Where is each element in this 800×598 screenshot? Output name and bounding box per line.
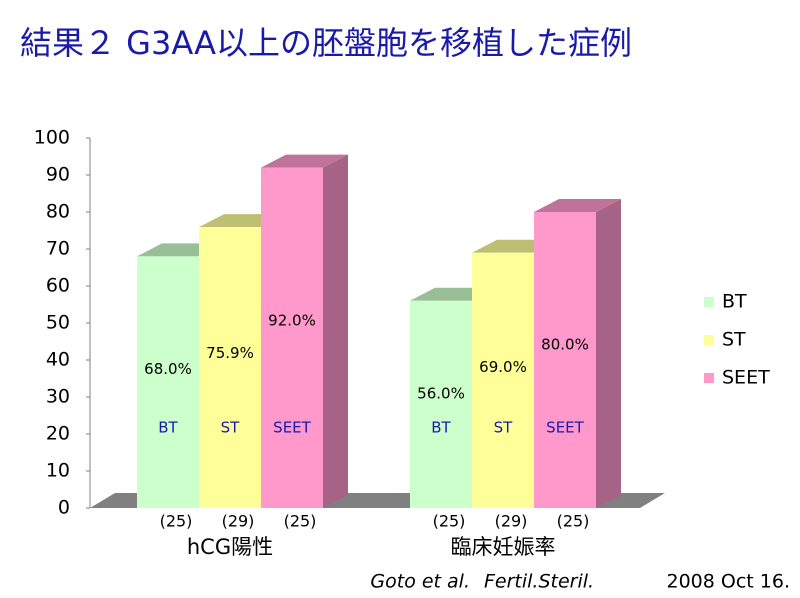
citation-journal: Fertil.Steril. [484, 571, 594, 593]
sample-size-label: (29) [495, 512, 528, 531]
legend-label: ST [722, 329, 746, 351]
y-tick-label: 70 [46, 238, 70, 260]
bar [199, 227, 261, 509]
y-tick-label: 100 [34, 127, 70, 149]
legend-label: SEET [722, 367, 770, 389]
legend-label: BT [722, 291, 747, 313]
bar-series-label: SEET [546, 419, 584, 437]
sample-size-label: (25) [557, 512, 590, 531]
bar-top [534, 199, 621, 212]
y-tick-label: 50 [46, 312, 70, 334]
legend-swatch [704, 297, 714, 307]
value-label: 56.0% [417, 385, 465, 403]
sample-size-label: (29) [222, 512, 255, 531]
bar [472, 252, 534, 508]
y-tick-label: 20 [46, 423, 70, 445]
bar [410, 300, 472, 508]
bar-series-label: BT [431, 419, 451, 437]
value-label: 92.0% [268, 311, 316, 329]
value-label: 69.0% [479, 358, 527, 376]
value-label: 75.9% [206, 344, 254, 362]
sample-size-label: (25) [284, 512, 317, 531]
value-label: 80.0% [541, 336, 589, 354]
bar-side [323, 154, 348, 508]
bar-series-label: SEET [273, 419, 311, 437]
chart-title: 結果２ G3AA以上の胚盤胞を移植した症例 [20, 24, 632, 62]
legend-swatch [704, 335, 714, 345]
sample-size-label: (25) [160, 512, 193, 531]
bar-top [261, 154, 348, 168]
y-tick-label: 60 [46, 275, 70, 297]
bar [534, 212, 596, 508]
citation-date: 2008 Oct 16. [667, 571, 791, 593]
legend-swatch [704, 373, 714, 383]
bar-series-label: ST [494, 419, 514, 437]
y-tick-label: 0 [58, 497, 70, 519]
bar [137, 256, 199, 508]
y-tick-label: 40 [46, 349, 70, 371]
y-tick-label: 30 [46, 386, 70, 408]
value-label: 68.0% [144, 360, 192, 378]
x-tick-label: hCG陽性 [187, 535, 273, 559]
y-tick-label: 10 [46, 460, 70, 482]
y-tick-label: 80 [46, 201, 70, 223]
bar [261, 167, 323, 508]
bar-series-label: ST [221, 419, 241, 437]
y-tick-label: 90 [46, 164, 70, 186]
sample-size-label: (25) [433, 512, 466, 531]
bar-series-label: BT [158, 419, 178, 437]
x-tick-label: 臨床妊娠率 [451, 535, 556, 559]
bar-side [596, 199, 621, 508]
citation-authors: Goto et al. [370, 571, 470, 593]
